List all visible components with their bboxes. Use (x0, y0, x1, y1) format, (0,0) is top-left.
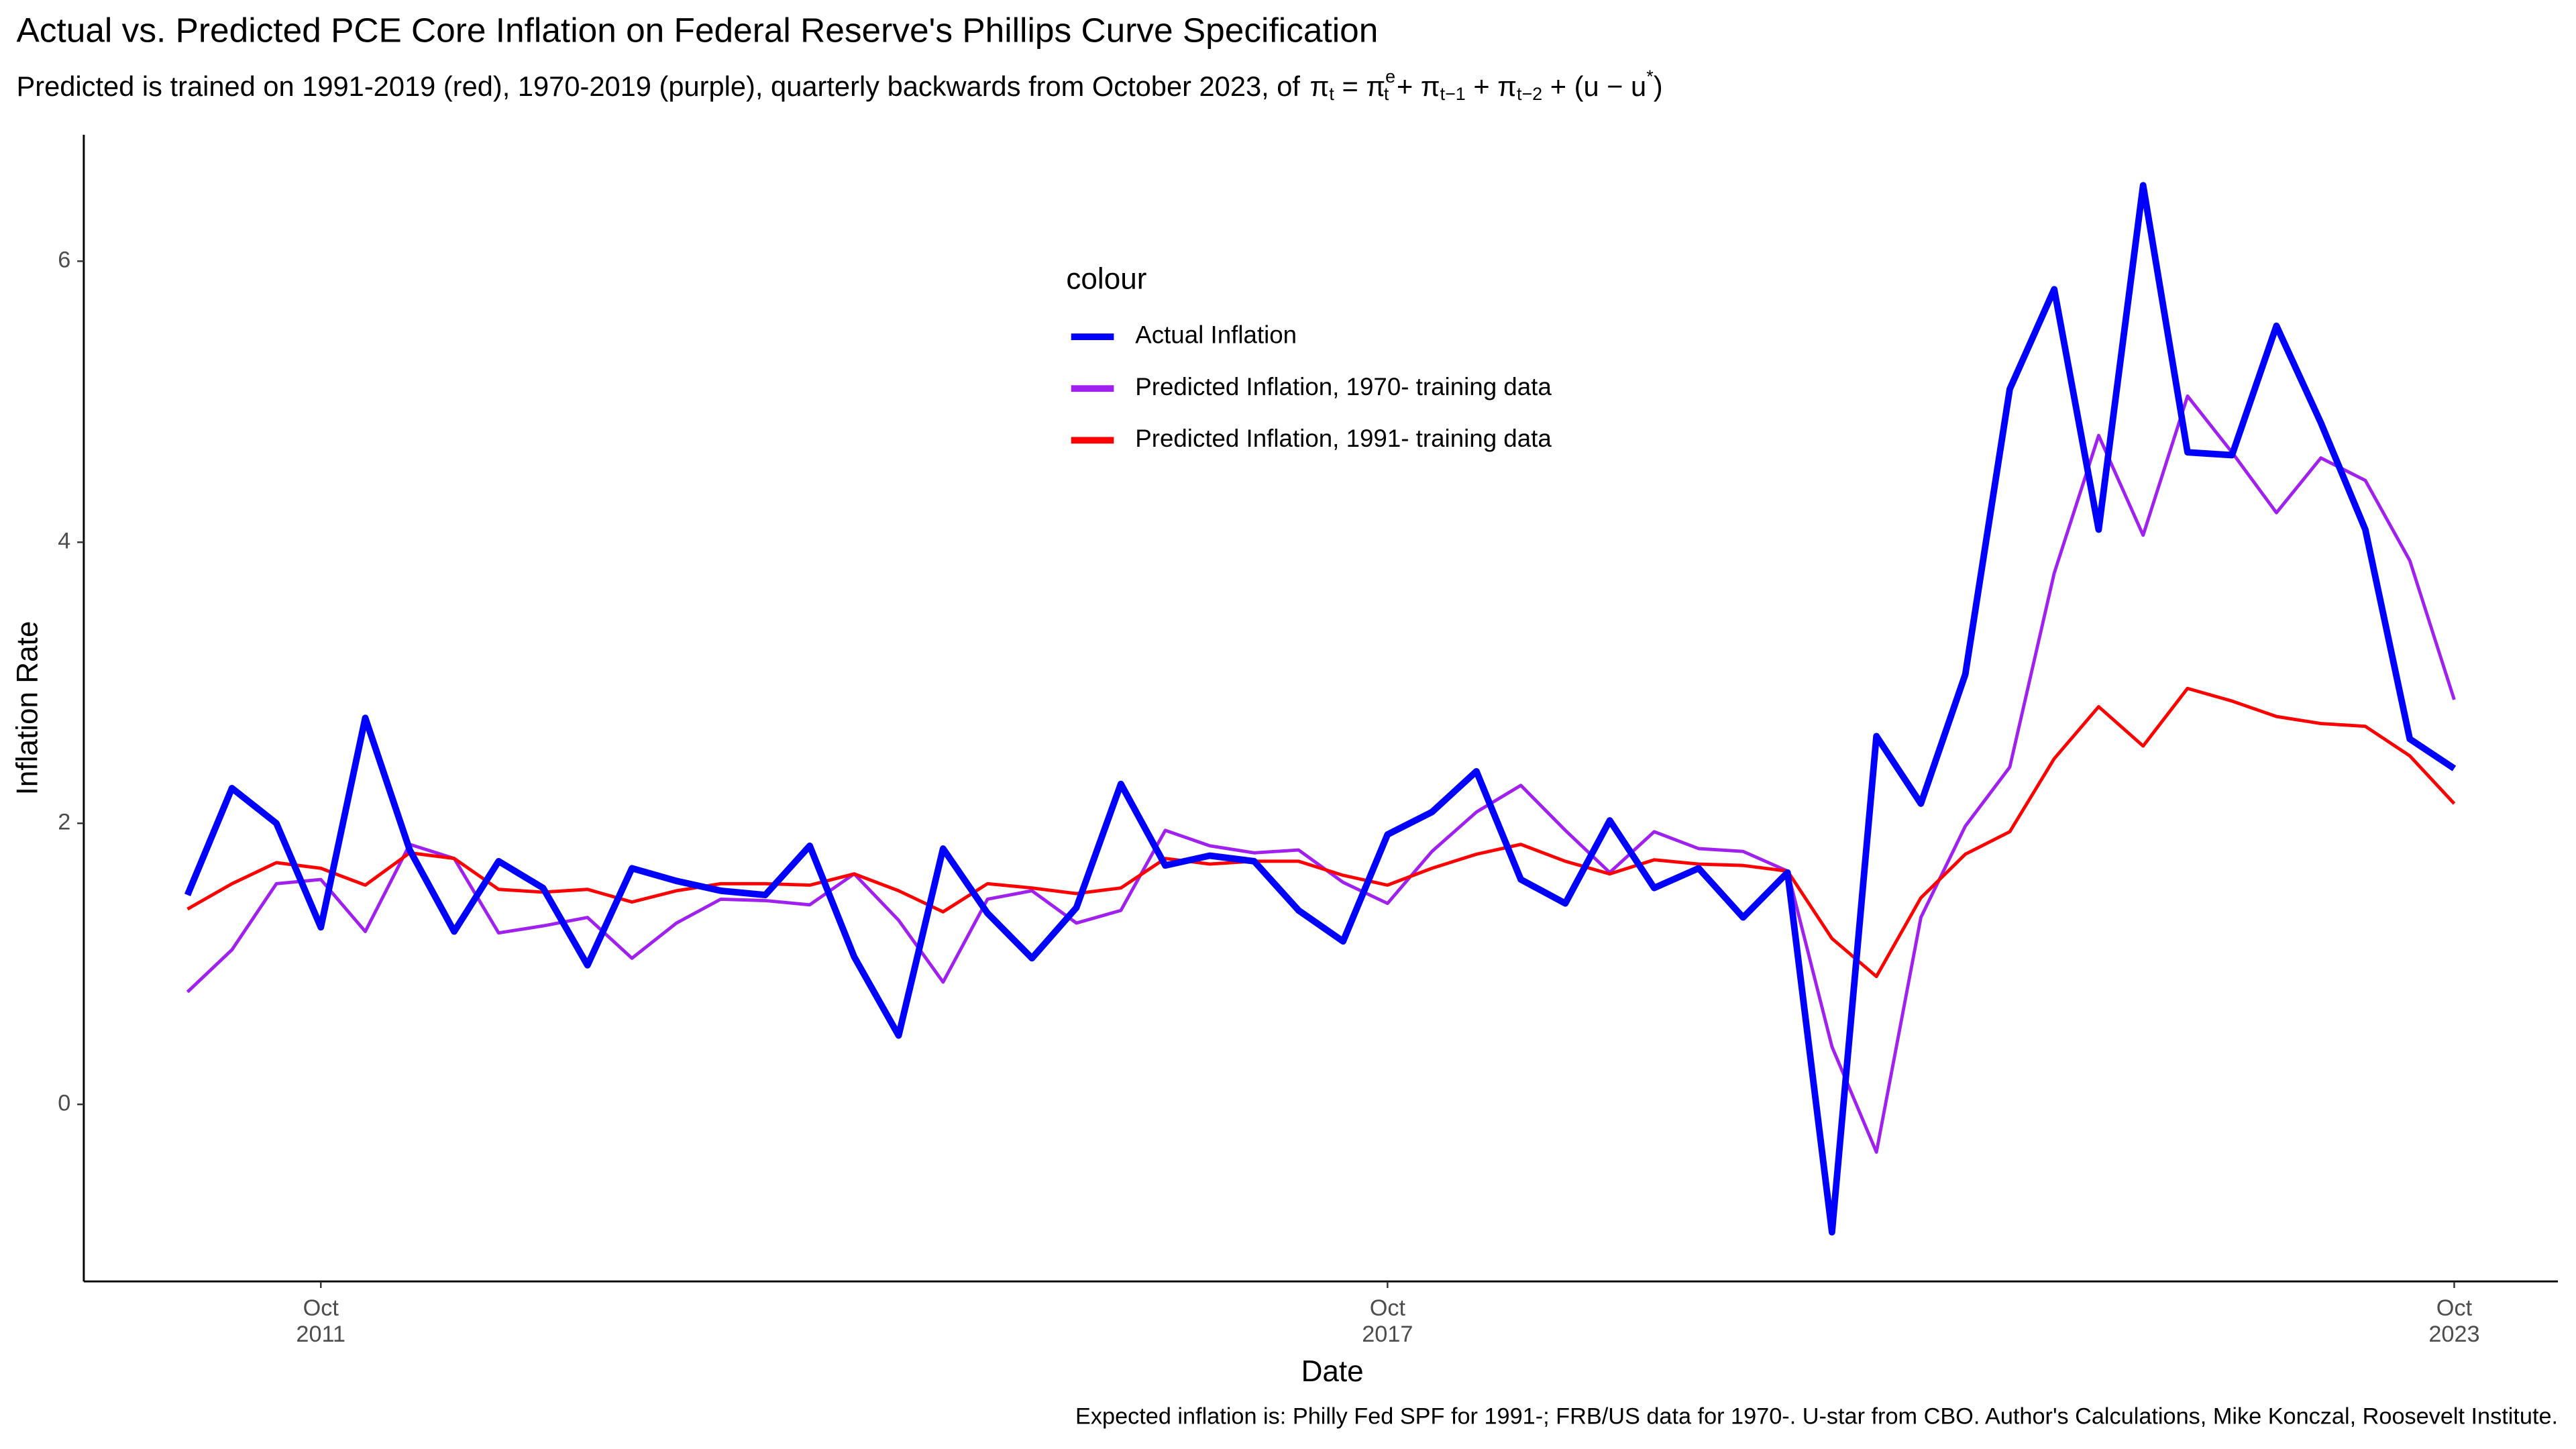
formula-text: π (1421, 70, 1440, 102)
x-tick-label: 2011 (296, 1322, 345, 1347)
y-tick-label: 0 (58, 1090, 70, 1116)
x-tick-label: 2017 (1362, 1322, 1413, 1347)
chart-title: Actual vs. Predicted PCE Core Inflation … (16, 11, 1378, 50)
formula-sub: t−1 (1440, 84, 1466, 104)
y-tick-label: 2 (58, 809, 70, 835)
chart-subtitle: Predicted is trained on 1991-2019 (red),… (16, 66, 1662, 104)
formula-sup: e (1385, 66, 1395, 87)
y-tick-label: 4 (58, 528, 70, 553)
x-tick-label: Oct (2436, 1295, 2473, 1321)
series-line (186, 686, 2456, 979)
formula-sub: t (1329, 84, 1334, 104)
formula-sup: * (1646, 66, 1654, 87)
formula-text: + (1466, 70, 1497, 102)
formula-text: = (1334, 70, 1366, 102)
formula-sub: t−2 (1517, 84, 1542, 104)
x-axis-title: Date (1301, 1355, 1364, 1388)
caption: Expected inflation is: Philly Fed SPF fo… (1075, 1404, 2558, 1430)
formula-text: π (1310, 70, 1330, 102)
formula-text: (u − u (1574, 70, 1647, 102)
legend-label: Actual Inflation (1135, 321, 1297, 349)
legend-title: colour (1066, 262, 1146, 295)
series-line (184, 182, 2457, 1236)
subtitle-text: Predicted is trained on 1991-2019 (red),… (16, 70, 1300, 102)
x-tick-label: Oct (303, 1295, 339, 1321)
formula-text: π (1497, 70, 1517, 102)
formula-sub: t (1384, 84, 1389, 104)
legend-label: Predicted Inflation, 1970- training data (1135, 373, 1552, 400)
formula-text: ) (1654, 70, 1663, 102)
x-tick-label: 2023 (2428, 1322, 2479, 1347)
legend-label: Predicted Inflation, 1991- training data (1135, 425, 1552, 452)
y-tick-label: 6 (58, 247, 70, 272)
formula-text: π (1366, 70, 1385, 102)
y-axis-title: Inflation Rate (11, 621, 44, 796)
x-tick-label: Oct (1370, 1295, 1406, 1321)
series-line (186, 394, 2456, 1154)
formula-text: + (1389, 70, 1420, 102)
formula-text: + (1542, 70, 1574, 102)
